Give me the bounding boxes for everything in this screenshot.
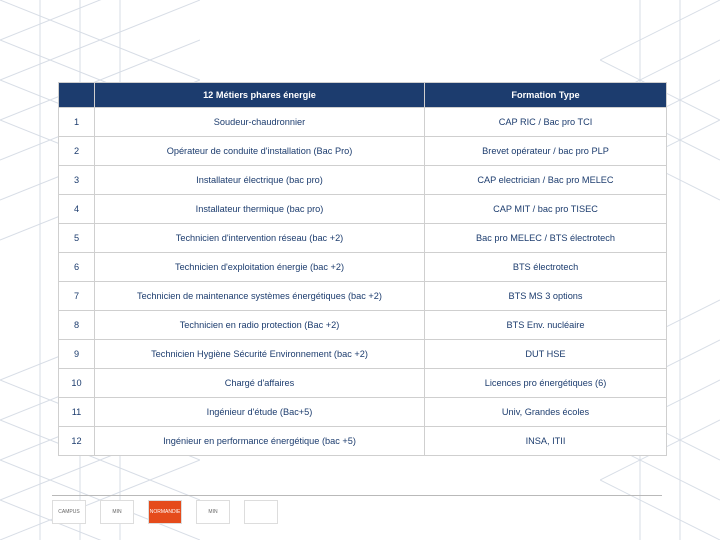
cell-met: Installateur thermique (bac pro) [95, 195, 425, 224]
cell-met: Technicien d'intervention réseau (bac +2… [95, 224, 425, 253]
logo-campus: CAMPUS [52, 500, 86, 524]
metiers-table: 12 Métiers phares énergie Formation Type… [58, 82, 667, 456]
cell-form: Brevet opérateur / bac pro PLP [425, 137, 667, 166]
col-header-form: Formation Type [425, 83, 667, 108]
cell-num: 1 [59, 108, 95, 137]
cell-num: 7 [59, 282, 95, 311]
cell-num: 2 [59, 137, 95, 166]
col-header-num [59, 83, 95, 108]
cell-form: INSA, ITII [425, 427, 667, 456]
cell-form: BTS Env. nucléaire [425, 311, 667, 340]
table-row: 12Ingénieur en performance énergétique (… [59, 427, 667, 456]
logo-extra [244, 500, 278, 524]
cell-form: Licences pro énergétiques (6) [425, 369, 667, 398]
table-row: 3Installateur électrique (bac pro)CAP el… [59, 166, 667, 195]
cell-form: Univ, Grandes écoles [425, 398, 667, 427]
footer-logo-row: CAMPUS MIN NORMANDIE MIN [52, 500, 662, 524]
table-row: 8Technicien en radio protection (Bac +2)… [59, 311, 667, 340]
cell-met: Chargé d'affaires [95, 369, 425, 398]
table-row: 10Chargé d'affairesLicences pro énergéti… [59, 369, 667, 398]
cell-num: 5 [59, 224, 95, 253]
cell-num: 8 [59, 311, 95, 340]
table-row: 9Technicien Hygiène Sécurité Environneme… [59, 340, 667, 369]
cell-num: 6 [59, 253, 95, 282]
cell-form: CAP electrician / Bac pro MELEC [425, 166, 667, 195]
cell-num: 11 [59, 398, 95, 427]
cell-met: Opérateur de conduite d'installation (Ba… [95, 137, 425, 166]
cell-met: Technicien de maintenance systèmes énerg… [95, 282, 425, 311]
cell-form: CAP RIC / Bac pro TCI [425, 108, 667, 137]
cell-form: BTS MS 3 options [425, 282, 667, 311]
cell-form: BTS électrotech [425, 253, 667, 282]
logo-ministry2: MIN [196, 500, 230, 524]
cell-met: Ingénieur d'étude (Bac+5) [95, 398, 425, 427]
cell-form: DUT HSE [425, 340, 667, 369]
col-header-met: 12 Métiers phares énergie [95, 83, 425, 108]
logo-ministry: MIN [100, 500, 134, 524]
cell-num: 10 [59, 369, 95, 398]
table-row: 2Opérateur de conduite d'installation (B… [59, 137, 667, 166]
logo-normandie: NORMANDIE [148, 500, 182, 524]
main-content: 12 Métiers phares énergie Formation Type… [58, 82, 666, 456]
table-row: 11Ingénieur d'étude (Bac+5)Univ, Grandes… [59, 398, 667, 427]
cell-met: Technicien en radio protection (Bac +2) [95, 311, 425, 340]
table-row: 4Installateur thermique (bac pro)CAP MIT… [59, 195, 667, 224]
table-row: 5Technicien d'intervention réseau (bac +… [59, 224, 667, 253]
cell-num: 3 [59, 166, 95, 195]
table-row: 6Technicien d'exploitation énergie (bac … [59, 253, 667, 282]
cell-met: Ingénieur en performance énergétique (ba… [95, 427, 425, 456]
table-row: 7Technicien de maintenance systèmes éner… [59, 282, 667, 311]
footer-separator [52, 495, 662, 496]
cell-form: CAP MIT / bac pro TISEC [425, 195, 667, 224]
table-header-row: 12 Métiers phares énergie Formation Type [59, 83, 667, 108]
cell-met: Technicien d'exploitation énergie (bac +… [95, 253, 425, 282]
cell-met: Soudeur-chaudronnier [95, 108, 425, 137]
footer: CAMPUS MIN NORMANDIE MIN [52, 495, 662, 524]
cell-form: Bac pro MELEC / BTS électrotech [425, 224, 667, 253]
cell-num: 9 [59, 340, 95, 369]
cell-met: Installateur électrique (bac pro) [95, 166, 425, 195]
cell-num: 12 [59, 427, 95, 456]
cell-num: 4 [59, 195, 95, 224]
table-row: 1Soudeur-chaudronnierCAP RIC / Bac pro T… [59, 108, 667, 137]
cell-met: Technicien Hygiène Sécurité Environnemen… [95, 340, 425, 369]
